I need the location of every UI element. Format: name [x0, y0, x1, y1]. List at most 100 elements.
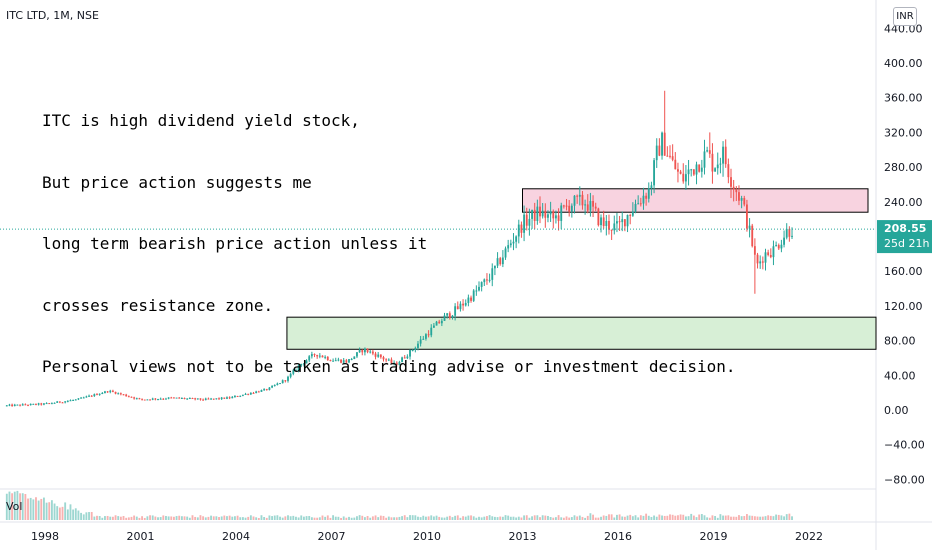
candle-body[interactable]	[35, 403, 37, 405]
candle-body[interactable]	[661, 132, 663, 156]
candle-body[interactable]	[93, 394, 96, 397]
candle-body[interactable]	[499, 258, 502, 265]
candle-body[interactable]	[584, 204, 587, 206]
candle-body[interactable]	[395, 362, 398, 365]
candle-body[interactable]	[72, 399, 75, 401]
candle-body[interactable]	[647, 188, 650, 199]
candle-body[interactable]	[104, 391, 106, 393]
candle-body[interactable]	[244, 393, 247, 395]
candle-body[interactable]	[488, 279, 491, 281]
candle-body[interactable]	[745, 204, 748, 229]
support-zone[interactable]	[286, 316, 877, 350]
candle-body[interactable]	[727, 164, 730, 178]
candle-body[interactable]	[154, 398, 157, 400]
candle-body[interactable]	[544, 210, 547, 218]
candle-body[interactable]	[690, 169, 693, 171]
candle-body[interactable]	[196, 398, 199, 400]
candle-body[interactable]	[143, 399, 146, 401]
candle-body[interactable]	[406, 356, 409, 359]
candle-body[interactable]	[517, 224, 520, 237]
candle-body[interactable]	[257, 391, 260, 393]
candle-body[interactable]	[186, 398, 189, 400]
candle-body[interactable]	[151, 398, 154, 400]
candle-body[interactable]	[475, 290, 478, 292]
candle-body[interactable]	[520, 224, 523, 233]
candle-body[interactable]	[751, 225, 754, 247]
candle-body[interactable]	[759, 261, 762, 264]
candle-body[interactable]	[451, 315, 454, 318]
candle-body[interactable]	[422, 338, 425, 340]
candle-body[interactable]	[289, 373, 292, 377]
candle-body[interactable]	[96, 394, 98, 396]
candle-body[interactable]	[454, 306, 457, 316]
candle-body[interactable]	[363, 348, 366, 353]
candle-body[interactable]	[748, 225, 751, 229]
candle-body[interactable]	[568, 205, 571, 212]
candle-body[interactable]	[438, 321, 441, 324]
candle-body[interactable]	[130, 396, 133, 398]
candle-body[interactable]	[268, 387, 271, 390]
candle-body[interactable]	[698, 164, 701, 172]
candle-body[interactable]	[361, 349, 364, 353]
candle-body[interactable]	[523, 214, 526, 233]
candle-body[interactable]	[13, 404, 16, 407]
candle-body[interactable]	[682, 173, 685, 182]
candle-body[interactable]	[531, 209, 533, 219]
candle-body[interactable]	[586, 204, 589, 211]
candle-body[interactable]	[19, 404, 21, 406]
candle-body[interactable]	[658, 145, 661, 156]
candle-body[interactable]	[775, 245, 778, 247]
candle-body[interactable]	[191, 398, 194, 400]
candle-body[interactable]	[310, 354, 313, 357]
candle-body[interactable]	[58, 401, 61, 403]
candle-body[interactable]	[393, 362, 396, 364]
candle-body[interactable]	[655, 145, 658, 161]
candle-body[interactable]	[43, 403, 45, 405]
candle-body[interactable]	[377, 354, 380, 357]
candle-body[interactable]	[8, 404, 11, 406]
candle-body[interactable]	[767, 252, 770, 255]
candle-body[interactable]	[382, 357, 385, 360]
candle-body[interactable]	[316, 354, 319, 357]
candle-body[interactable]	[21, 404, 24, 406]
candle-body[interactable]	[265, 389, 268, 391]
candle-body[interactable]	[671, 156, 674, 160]
candle-body[interactable]	[106, 391, 109, 393]
candle-body[interactable]	[207, 398, 210, 400]
candle-body[interactable]	[194, 398, 197, 400]
candle-body[interactable]	[562, 205, 565, 207]
candle-body[interactable]	[324, 356, 327, 358]
candle-body[interactable]	[27, 404, 29, 406]
candle-body[interactable]	[677, 169, 679, 172]
candle-body[interactable]	[708, 150, 711, 154]
candle-body[interactable]	[459, 303, 462, 310]
candle-body[interactable]	[295, 370, 297, 372]
candle-body[interactable]	[539, 206, 541, 217]
candle-body[interactable]	[204, 398, 207, 400]
candle-body[interactable]	[353, 356, 356, 359]
candle-body[interactable]	[740, 198, 743, 201]
candle-body[interactable]	[69, 400, 72, 402]
candle-body[interactable]	[409, 349, 411, 357]
candle-body[interactable]	[313, 354, 316, 356]
candle-body[interactable]	[425, 334, 427, 339]
candle-body[interactable]	[337, 359, 340, 361]
candle-body[interactable]	[623, 219, 626, 227]
candle-body[interactable]	[358, 349, 361, 353]
candle-body[interactable]	[37, 403, 40, 405]
candle-body[interactable]	[504, 248, 507, 258]
candle-body[interactable]	[589, 201, 592, 211]
candle-body[interactable]	[684, 174, 687, 182]
candle-body[interactable]	[390, 359, 393, 364]
candle-body[interactable]	[305, 360, 308, 364]
candle-body[interactable]	[202, 399, 205, 401]
candle-body[interactable]	[188, 398, 191, 400]
candle-body[interactable]	[565, 205, 568, 207]
candle-body[interactable]	[300, 363, 303, 366]
candle-body[interactable]	[719, 163, 722, 165]
candle-body[interactable]	[507, 245, 510, 249]
candle-body[interactable]	[348, 359, 350, 363]
candle-body[interactable]	[220, 397, 223, 399]
